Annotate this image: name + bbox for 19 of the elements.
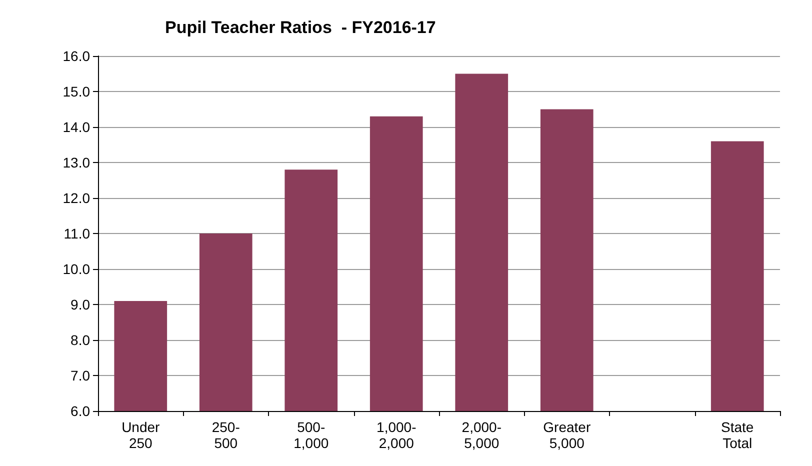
y-tick-label: 6.0 <box>70 403 90 419</box>
x-tick-label: 1,000- 2,000 <box>376 419 417 451</box>
y-tick-label: 14.0 <box>62 119 90 135</box>
y-tick-label: 11.0 <box>64 226 90 242</box>
x-tick-label: 500- 1,000 <box>294 419 329 451</box>
y-tick-label: 13.0 <box>62 154 90 170</box>
x-tick-label: Under 250 <box>122 419 160 451</box>
y-tick-label: 16.0 <box>62 48 90 64</box>
y-tick-label: 9.0 <box>70 296 90 312</box>
x-tick-label: Greater 5,000 <box>543 419 591 451</box>
y-tick-label: 15.0 <box>62 84 90 100</box>
x-tick-label: State Total <box>721 419 754 451</box>
y-tick-label: 10.0 <box>62 261 90 277</box>
y-tick-label: 8.0 <box>70 332 90 348</box>
x-tick-label: 250- 500 <box>212 419 240 451</box>
chart-title: Pupil Teacher Ratios - FY2016-17 <box>165 18 436 37</box>
y-tick-label: 12.0 <box>62 190 90 206</box>
x-tick-label: 2,000- 5,000 <box>462 419 502 451</box>
y-tick-label: 7.0 <box>70 368 90 384</box>
